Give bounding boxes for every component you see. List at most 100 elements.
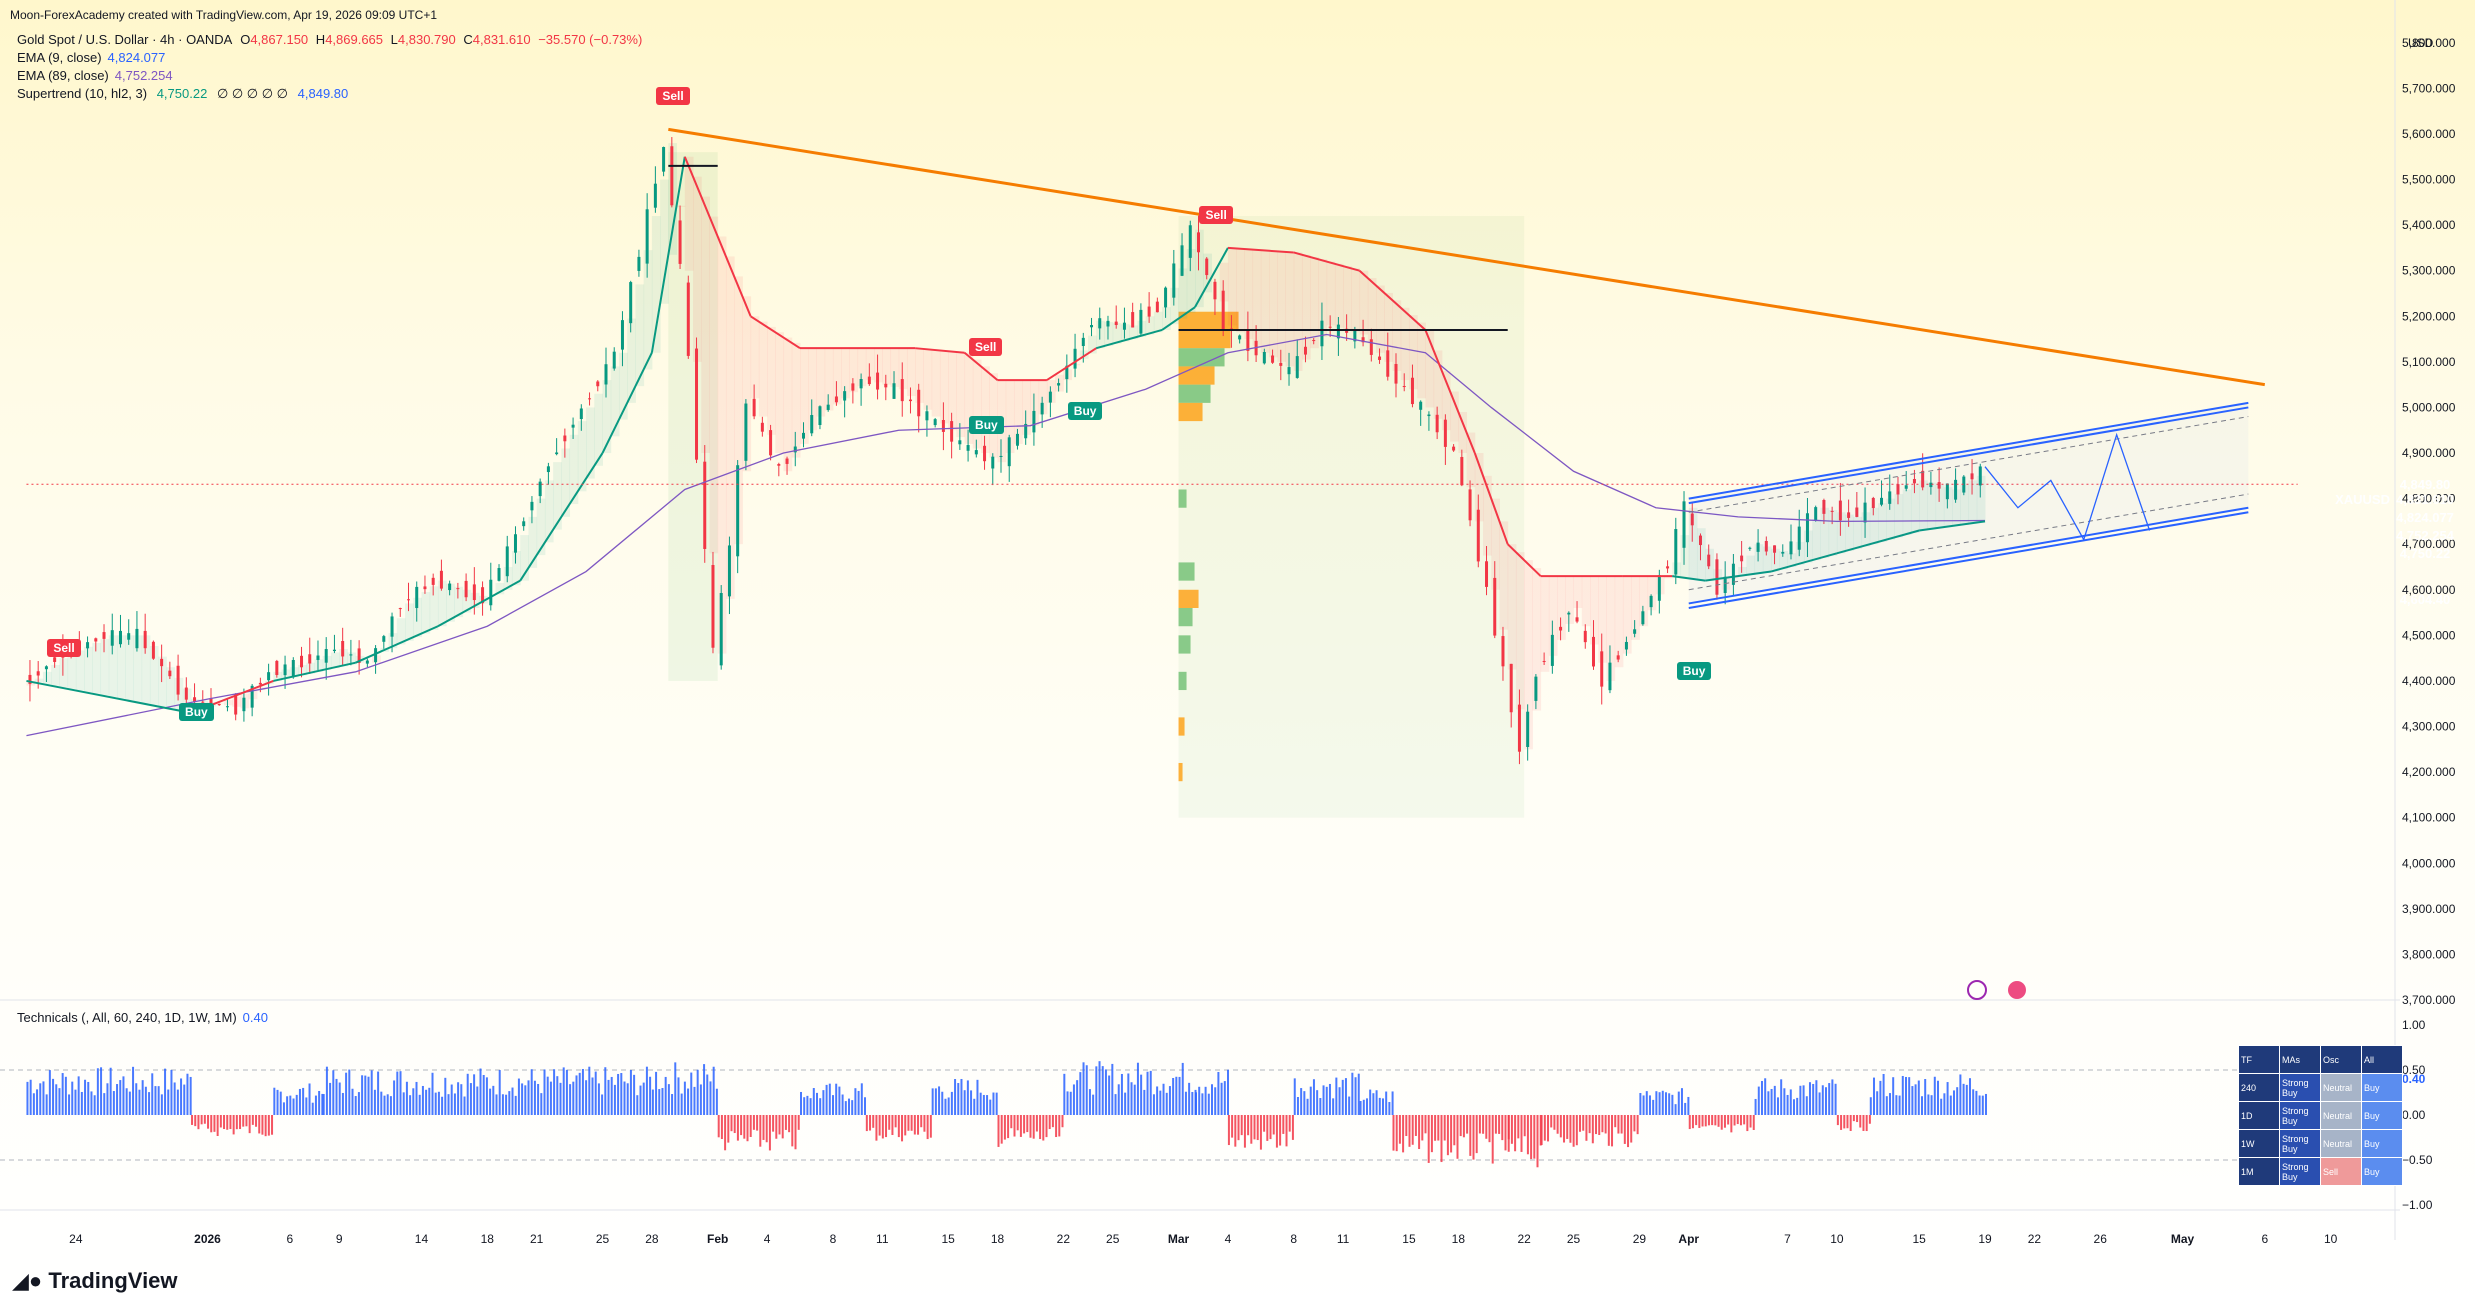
- volume-profile-bar: [1178, 562, 1195, 581]
- table-row: 1D Strong Buy Neutral Buy: [2238, 1101, 2403, 1130]
- ema9-legend[interactable]: EMA (9, close) 4,824.077: [17, 50, 166, 65]
- technicals-bar: [1104, 1069, 1107, 1115]
- signal-tag: Buy: [1676, 661, 1712, 680]
- supertrend-fill: [1606, 576, 1616, 681]
- technicals-bar: [803, 1097, 806, 1115]
- technicals-bar: [1300, 1088, 1303, 1115]
- supertrend-fill: [1902, 489, 1912, 536]
- supertrend-legend[interactable]: Supertrend (10, hl2, 3) 4,750.22 ∅ ∅ ∅ ∅…: [17, 86, 349, 101]
- supertrend-fill: [561, 448, 571, 517]
- technicals-bar: [920, 1115, 923, 1128]
- technicals-bar: [1730, 1115, 1733, 1133]
- supertrend-fill: [684, 156, 694, 271]
- candle-body: [448, 583, 452, 591]
- candle-body: [1756, 542, 1760, 552]
- technicals-bar: [498, 1070, 501, 1115]
- technicals-bar: [1063, 1073, 1066, 1115]
- technicals-bar: [1362, 1099, 1365, 1115]
- technicals-bar: [1614, 1115, 1617, 1128]
- candle-body: [1073, 348, 1077, 369]
- candle-body: [612, 351, 616, 369]
- technicals-bar: [913, 1115, 916, 1135]
- projection-path: [1984, 432, 2151, 542]
- technicals-bar: [1184, 1091, 1187, 1115]
- candle-body: [1081, 337, 1085, 347]
- candle-body: [1312, 340, 1316, 342]
- candle-body: [1633, 629, 1637, 634]
- technicals-bar: [194, 1115, 197, 1127]
- supertrend-fill: [643, 250, 653, 370]
- technicals-bar: [1285, 1115, 1288, 1147]
- supertrend-fill: [618, 352, 628, 420]
- tradingview-logo[interactable]: ◢● TradingView: [12, 1268, 178, 1294]
- ema89-legend[interactable]: EMA (89, close) 4,752.254: [17, 68, 173, 83]
- technicals-bar: [1204, 1086, 1207, 1115]
- technicals-bar: [1079, 1072, 1082, 1115]
- technicals-bar: [197, 1115, 200, 1130]
- technicals-bar: [1250, 1115, 1253, 1144]
- technicals-bar: [1764, 1078, 1767, 1115]
- technicals-bar: [495, 1094, 498, 1115]
- candle-body: [785, 458, 789, 464]
- candle-body: [1937, 482, 1941, 489]
- supertrend-fill: [1787, 553, 1797, 567]
- candle-body: [308, 654, 312, 664]
- symbol-legend[interactable]: Gold Spot / U.S. Dollar · 4h · OANDA O4,…: [17, 32, 643, 47]
- ema89-line: [26, 333, 1986, 737]
- technicals-bar: [1940, 1098, 1943, 1115]
- technicals-bar: [904, 1115, 907, 1136]
- technicals-bar: [96, 1068, 99, 1115]
- technicals-bar: [828, 1083, 831, 1115]
- supertrend-fill: [808, 348, 817, 431]
- technicals-bar: [1760, 1080, 1763, 1115]
- supertrend-fill: [1466, 432, 1476, 488]
- candle-body: [1797, 526, 1801, 550]
- technicals-bar: [897, 1115, 900, 1138]
- supertrend-line: [683, 156, 752, 317]
- technicals-bar: [434, 1092, 437, 1115]
- candle-body: [1600, 651, 1604, 687]
- technicals-bar: [986, 1095, 989, 1115]
- supertrend-fill: [742, 296, 752, 472]
- technicals-bar: [453, 1093, 456, 1115]
- technicals-bar: [1911, 1086, 1914, 1115]
- technicals-bar: [1434, 1115, 1437, 1141]
- supertrend-fill: [602, 380, 612, 454]
- x-tick-label: 22: [1517, 1232, 1531, 1246]
- technicals-bar: [1757, 1086, 1760, 1115]
- candle-body: [1814, 507, 1818, 521]
- candle-body: [563, 435, 567, 442]
- technicals-bar: [1611, 1115, 1614, 1147]
- technicals-bar: [992, 1092, 995, 1115]
- supertrend-fill: [1869, 507, 1879, 545]
- technicals-bar: [1456, 1115, 1459, 1159]
- technicals-bar: [1972, 1089, 1975, 1115]
- technicals-bar: [508, 1091, 511, 1115]
- technicals-bar: [1092, 1094, 1095, 1115]
- supertrend-fill: [783, 337, 793, 472]
- y-tick-label: 5,700.000: [2402, 81, 2456, 95]
- supertrend-fill: [1738, 566, 1747, 577]
- technicals-bar: [164, 1068, 167, 1115]
- candle-body: [1838, 500, 1842, 521]
- technicals-bar: [1687, 1096, 1690, 1115]
- technicals-bar: [1247, 1115, 1250, 1136]
- candle-body: [1929, 482, 1933, 488]
- technicals-bar: [575, 1075, 578, 1115]
- technicals-bar: [979, 1092, 982, 1115]
- technicals-bar: [322, 1094, 325, 1115]
- x-tick-label: 9: [336, 1232, 343, 1246]
- technicals-bar: [1035, 1115, 1038, 1132]
- technicals-bar: [1325, 1086, 1328, 1115]
- technicals-bar: [329, 1082, 332, 1115]
- technicals-bar: [1834, 1083, 1837, 1115]
- candle-body: [1271, 355, 1275, 363]
- technicals-legend[interactable]: Technicals (, All, 60, 240, 1D, 1W, 1M) 0…: [17, 1010, 268, 1025]
- technicals-bar: [671, 1094, 674, 1115]
- x-tick-label: 19: [1978, 1232, 1992, 1246]
- supertrend-fill: [890, 348, 900, 387]
- supertrend-fill: [874, 348, 883, 383]
- technicals-bar: [1688, 1115, 1691, 1130]
- technicals-bar: [938, 1086, 941, 1115]
